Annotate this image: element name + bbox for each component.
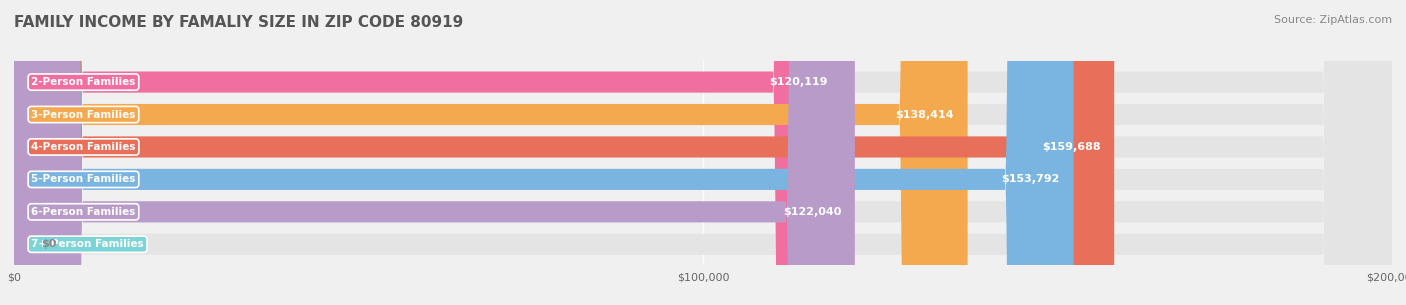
FancyBboxPatch shape bbox=[14, 0, 1392, 305]
FancyBboxPatch shape bbox=[14, 0, 855, 305]
FancyBboxPatch shape bbox=[14, 0, 842, 305]
Text: $0: $0 bbox=[42, 239, 58, 249]
Text: 6-Person Families: 6-Person Families bbox=[31, 207, 135, 217]
Text: FAMILY INCOME BY FAMALIY SIZE IN ZIP CODE 80919: FAMILY INCOME BY FAMALIY SIZE IN ZIP COD… bbox=[14, 15, 464, 30]
FancyBboxPatch shape bbox=[14, 0, 1074, 305]
Text: $159,688: $159,688 bbox=[1042, 142, 1101, 152]
FancyBboxPatch shape bbox=[14, 0, 1392, 305]
FancyBboxPatch shape bbox=[14, 0, 1392, 305]
Text: 7+ Person Families: 7+ Person Families bbox=[31, 239, 143, 249]
Text: $122,040: $122,040 bbox=[783, 207, 841, 217]
Text: Source: ZipAtlas.com: Source: ZipAtlas.com bbox=[1274, 15, 1392, 25]
FancyBboxPatch shape bbox=[14, 0, 1114, 305]
FancyBboxPatch shape bbox=[14, 0, 1392, 305]
Text: $153,792: $153,792 bbox=[1001, 174, 1060, 185]
Text: 4-Person Families: 4-Person Families bbox=[31, 142, 136, 152]
FancyBboxPatch shape bbox=[14, 0, 1392, 305]
FancyBboxPatch shape bbox=[14, 0, 967, 305]
Text: 5-Person Families: 5-Person Families bbox=[31, 174, 135, 185]
Text: $120,119: $120,119 bbox=[769, 77, 828, 87]
Text: 2-Person Families: 2-Person Families bbox=[31, 77, 135, 87]
FancyBboxPatch shape bbox=[14, 0, 1392, 305]
Text: $138,414: $138,414 bbox=[896, 109, 953, 120]
Text: 3-Person Families: 3-Person Families bbox=[31, 109, 135, 120]
